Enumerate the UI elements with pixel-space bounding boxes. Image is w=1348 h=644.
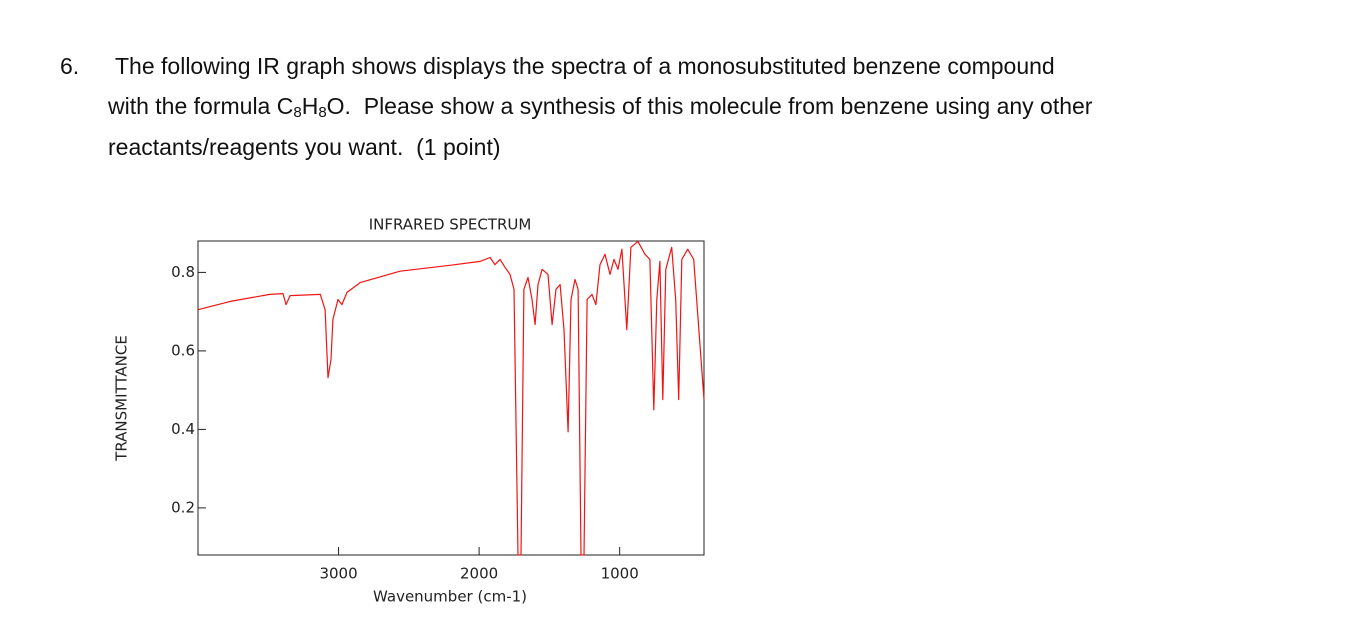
- y-tick-label: 0.8: [171, 263, 195, 281]
- x-axis-label: Wavenumber (cm-1): [373, 588, 527, 606]
- question-line: with the formula C8H8O. Please show a sy…: [108, 92, 1092, 120]
- spectrum-line: [197, 240, 705, 556]
- text-run: The following IR graph shows displays th…: [115, 53, 1055, 79]
- subscript: 8: [318, 104, 327, 121]
- question-number: 6.: [60, 53, 80, 79]
- y-tick-label: 0.2: [171, 498, 195, 516]
- chart-title: INFRARED SPECTRUM: [369, 216, 532, 234]
- x-tick-label: 1000: [601, 565, 639, 583]
- text-run: reactants/reagents you want. (1 point): [108, 134, 501, 160]
- subscript: 8: [293, 104, 302, 121]
- x-tick-label: 2000: [460, 565, 498, 583]
- y-tick-label: 0.4: [171, 420, 195, 438]
- plot-frame: [197, 240, 705, 556]
- text-run: O. Please show a synthesis of this molec…: [326, 93, 1093, 119]
- text-run: with the formula C: [108, 93, 294, 119]
- y-axis-label: TRANSMITTANCE: [113, 335, 131, 462]
- x-tick-label: 3000: [319, 565, 357, 583]
- y-tick-label: 0.6: [171, 341, 195, 359]
- question-line: reactants/reagents you want. (1 point): [108, 133, 501, 161]
- question-line: The following IR graph shows displays th…: [115, 52, 1055, 80]
- text-run: H: [301, 93, 319, 119]
